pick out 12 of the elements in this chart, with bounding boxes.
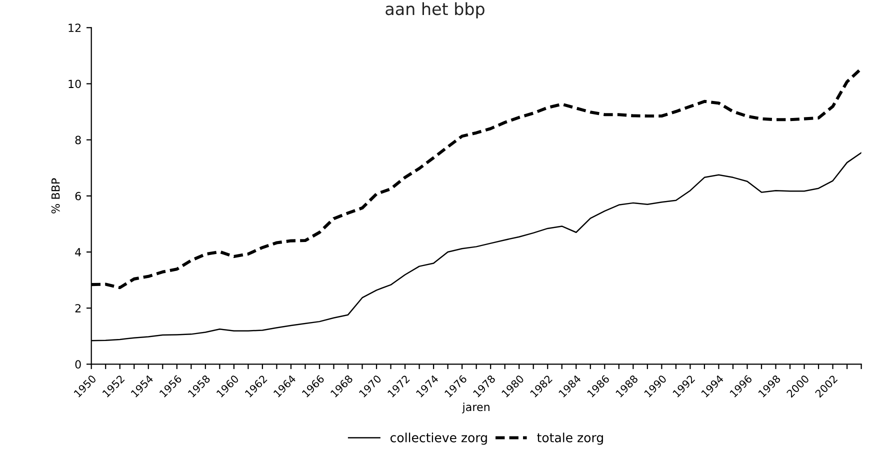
y-tick-label: 4 [75, 248, 82, 256]
y-tick-label: 8 [75, 136, 81, 144]
legend-label: collectieve zorg [390, 432, 487, 445]
x-axis-title: jaren [462, 402, 490, 414]
y-tick-label: 12 [68, 24, 81, 32]
y-tick-label: 0 [75, 360, 81, 369]
y-tick-label: 10 [68, 80, 81, 88]
y-axis-title: % BBP [51, 178, 60, 214]
legend-label: totale zorg [537, 432, 603, 445]
chart-title: aan het bbp [386, 2, 484, 18]
y-tick-label: 2 [75, 304, 81, 312]
y-tick-label: 6 [75, 192, 81, 200]
